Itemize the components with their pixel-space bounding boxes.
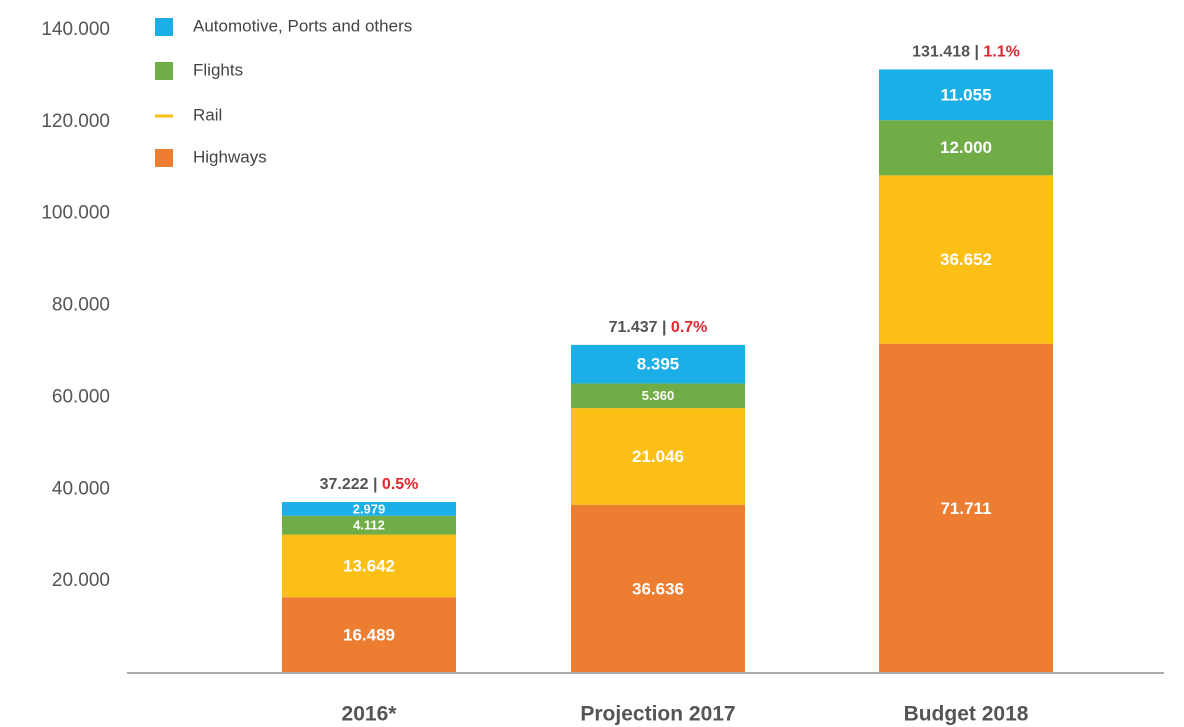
value-label: 11.055 [940, 85, 991, 104]
total-label: 71.437 | 0.7% [609, 319, 708, 336]
x-tick-label: 2016* [342, 703, 398, 726]
legend-label: Rail [193, 105, 222, 124]
total-separator: | [369, 476, 382, 493]
total-value: 37.222 [320, 476, 369, 493]
value-label: 16.489 [343, 626, 395, 645]
y-tick-label: 80.000 [52, 295, 110, 316]
legend-label: Automotive, Ports and others [193, 16, 412, 35]
y-tick-label: 120.000 [41, 111, 110, 132]
total-value: 131.418 [912, 44, 970, 61]
total-separator: | [970, 44, 983, 61]
share-label: 1.1% [983, 44, 1019, 61]
x-tick-label: Projection 2017 [580, 703, 735, 726]
y-tick-label: 60.000 [52, 386, 110, 407]
value-label: 5.360 [642, 388, 675, 403]
value-label: 8.395 [637, 355, 680, 374]
legend-marker [155, 149, 173, 167]
bar-segment [282, 502, 456, 516]
bar-segment [571, 344, 745, 384]
value-label: 36.652 [940, 250, 992, 269]
y-tick-label: 100.000 [41, 203, 110, 224]
bar-segment [879, 175, 1053, 344]
total-separator: | [658, 319, 671, 336]
share-label: 0.5% [382, 476, 418, 493]
y-tick-label: 140.000 [41, 19, 110, 40]
bar-segment [282, 597, 456, 673]
legend-label: Highways [193, 147, 267, 166]
total-label: 131.418 | 1.1% [912, 44, 1020, 61]
legend-marker [155, 62, 173, 80]
total-label: 37.222 | 0.5% [320, 476, 419, 493]
value-label: 21.046 [632, 447, 684, 466]
y-tick-label: 20.000 [52, 570, 110, 591]
value-label: 13.642 [343, 556, 395, 575]
bar-segment [879, 343, 1053, 673]
bar-segment [571, 383, 745, 409]
value-label: 12.000 [940, 138, 992, 157]
value-label: 71.711 [940, 499, 991, 518]
value-label: 36.636 [632, 579, 684, 598]
bar-segment [879, 69, 1053, 121]
legend-label: Flights [193, 60, 243, 79]
value-label: 2.979 [353, 501, 386, 516]
legend-marker [155, 18, 173, 36]
value-label: 4.112 [353, 518, 385, 533]
y-tick-label: 40.000 [52, 478, 110, 499]
bar-segment [879, 120, 1053, 176]
bar-segment [571, 504, 745, 673]
bar-segment [282, 534, 456, 598]
bar-segment [282, 515, 456, 535]
bar-segment [571, 408, 745, 505]
x-tick-label: Budget 2018 [904, 703, 1029, 726]
share-label: 0.7% [671, 319, 707, 336]
total-value: 71.437 [609, 319, 658, 336]
